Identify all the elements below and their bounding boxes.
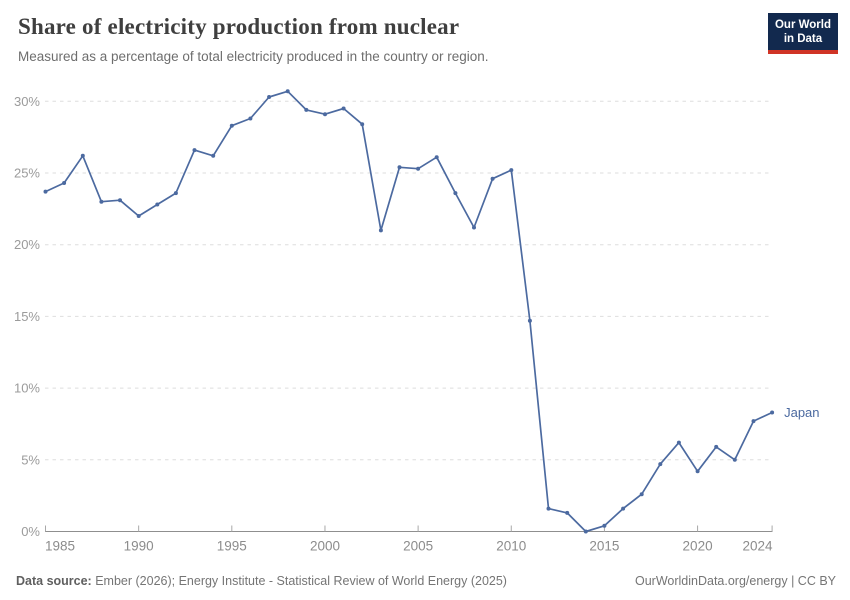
data-point[interactable] [155,202,160,207]
data-point[interactable] [378,228,383,233]
x-axis-tick-label: 2005 [403,539,433,554]
data-point[interactable] [509,168,514,173]
y-axis-tick-label: 15% [14,309,40,324]
data-point[interactable] [546,506,551,511]
data-point[interactable] [192,148,197,153]
data-point[interactable] [434,155,439,160]
owid-logo[interactable]: Our World in Data [767,13,838,55]
owid-logo-line1: Our World [774,19,831,31]
data-point[interactable] [397,165,402,170]
data-point[interactable] [453,191,458,196]
data-point[interactable] [676,440,681,445]
data-line-japan[interactable] [44,90,773,533]
x-axis-tick-label: 2024 [742,539,773,554]
data-point[interactable] [751,419,756,424]
x-axis-tick-label: 2000 [310,539,340,554]
data-point[interactable] [118,198,122,203]
data-point[interactable] [639,492,644,497]
data-point[interactable] [583,529,588,534]
y-axis-tick-label: 0% [21,524,40,539]
data-point[interactable] [621,506,626,511]
owid-logo-line2: in Data [783,33,823,46]
data-point[interactable] [714,444,719,449]
data-point[interactable] [229,123,234,128]
y-axis-tick-label: 30% [14,94,40,109]
data-point[interactable] [565,510,570,515]
data-point[interactable] [527,318,532,323]
x-axis-tick-label: 1985 [45,539,75,554]
data-point[interactable] [173,191,178,196]
x-axis-tick-label: 2010 [496,539,526,554]
data-point[interactable] [267,95,272,99]
data-point[interactable] [43,189,48,194]
x-axis-tick-label: 1995 [217,539,247,554]
data-point[interactable] [341,106,346,111]
data-point[interactable] [360,122,365,127]
x-axis-tick-label: 2020 [683,539,713,554]
y-axis-tick-label: 20% [14,237,40,252]
y-axis-tick-label: 10% [14,381,40,396]
chart-subtitle: Measured as a percentage of total electr… [18,49,489,64]
data-point[interactable] [323,112,327,117]
data-point[interactable] [416,166,421,171]
license-link[interactable]: OurWorldinData.org/energy | CC BY [634,574,836,588]
data-point[interactable] [304,107,309,112]
data-point[interactable] [490,176,495,181]
page-title: Share of electricity production from nuc… [18,14,460,39]
data-point[interactable] [770,410,775,415]
data-source-text: Ember (2026); Energy Institute - Statist… [91,574,507,588]
data-source: Data source: Ember (2026); Energy Instit… [16,574,507,588]
data-point[interactable] [732,457,737,462]
data-source-label: Data source: [16,574,92,588]
data-point[interactable] [695,469,700,474]
data-point[interactable] [99,199,104,204]
series-label: Japan [784,405,819,420]
data-point[interactable] [136,214,141,218]
data-point[interactable] [602,523,607,528]
x-axis-tick-label: 1990 [124,539,154,554]
data-point[interactable] [211,153,216,158]
data-point[interactable] [62,181,67,185]
y-axis-tick-label: 25% [14,166,40,181]
x-axis-tick-label: 2015 [589,539,619,554]
chart-footer: Data source: Ember (2026); Energy Instit… [16,574,836,588]
data-point[interactable] [472,225,476,230]
data-point[interactable] [80,153,85,158]
data-point[interactable] [285,89,290,94]
data-point[interactable] [248,116,253,121]
y-axis-tick-label: 5% [21,452,40,467]
data-point[interactable] [658,462,663,467]
